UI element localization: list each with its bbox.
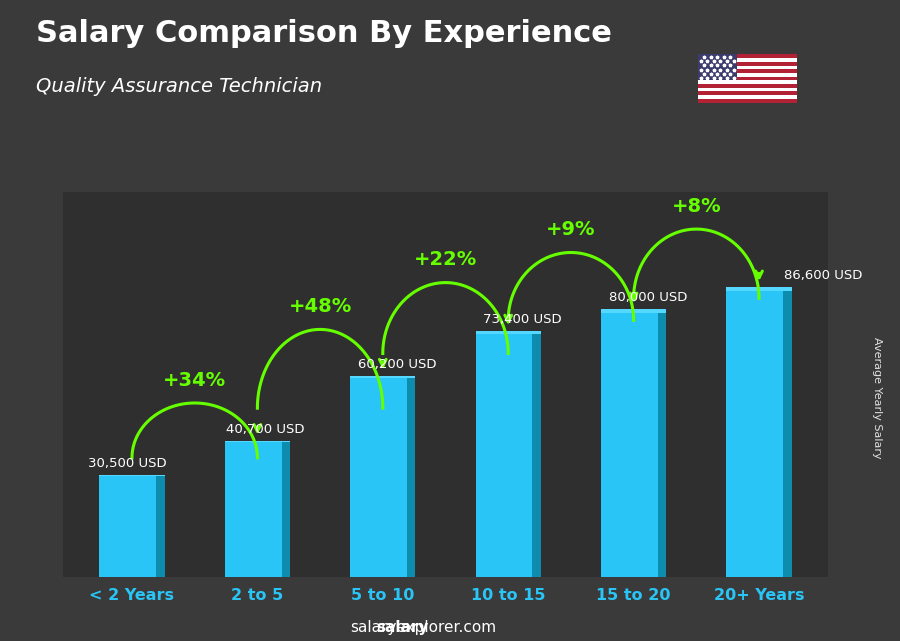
Bar (698, 65, 796, 69)
Bar (698, 84, 796, 88)
Bar (726, 287, 792, 291)
Text: 73,400 USD: 73,400 USD (483, 313, 562, 326)
Bar (225, 441, 290, 577)
Bar (698, 62, 796, 65)
Bar (99, 475, 165, 476)
Text: +34%: +34% (163, 370, 226, 390)
Text: salary: salary (376, 620, 428, 635)
Text: 60,200 USD: 60,200 USD (357, 358, 436, 370)
Bar (156, 475, 165, 577)
Bar (698, 69, 796, 73)
Bar (698, 54, 737, 80)
Bar (698, 58, 796, 62)
Bar (601, 310, 666, 313)
Bar (475, 331, 541, 577)
Bar (698, 80, 796, 84)
Text: 30,500 USD: 30,500 USD (88, 457, 166, 470)
Bar (350, 376, 416, 577)
Bar (783, 287, 792, 577)
Text: 40,700 USD: 40,700 USD (226, 423, 304, 436)
Text: +9%: +9% (546, 220, 596, 239)
Text: Salary Comparison By Experience: Salary Comparison By Experience (36, 19, 612, 48)
Bar (99, 475, 165, 577)
Bar (698, 77, 796, 80)
Text: Quality Assurance Technician: Quality Assurance Technician (36, 77, 322, 96)
Text: +48%: +48% (289, 297, 352, 316)
Text: +22%: +22% (414, 250, 477, 269)
Bar (698, 73, 796, 77)
Bar (698, 92, 796, 95)
Text: 80,000 USD: 80,000 USD (608, 292, 687, 304)
Bar (698, 88, 796, 92)
Bar (601, 310, 666, 577)
Bar (658, 310, 666, 577)
Bar (698, 95, 796, 99)
Bar (225, 441, 290, 442)
Text: salaryexplorer.com: salaryexplorer.com (350, 620, 496, 635)
Bar (698, 54, 796, 58)
Bar (726, 287, 792, 577)
Bar (698, 99, 796, 103)
Bar (532, 331, 541, 577)
Text: 86,600 USD: 86,600 USD (784, 269, 862, 282)
Bar (350, 376, 416, 378)
Bar (282, 441, 290, 577)
Text: Average Yearly Salary: Average Yearly Salary (872, 337, 883, 458)
Bar (407, 376, 416, 577)
Text: +8%: +8% (671, 197, 721, 216)
Bar (475, 331, 541, 335)
